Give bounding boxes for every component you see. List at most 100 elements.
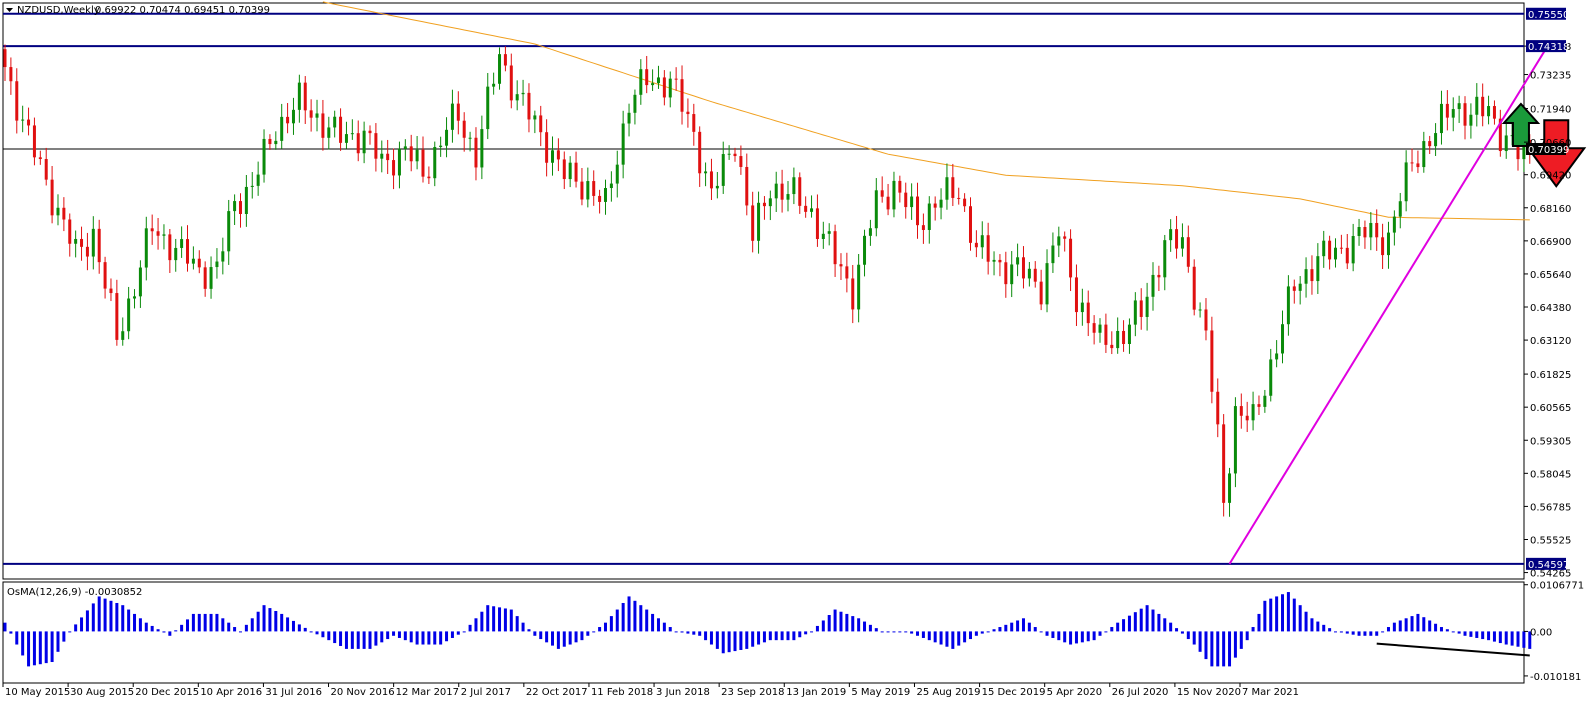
osma-bar	[103, 598, 107, 632]
osma-bar	[762, 631, 766, 643]
osma-bar	[1422, 617, 1426, 632]
candle-body	[562, 159, 566, 180]
candle-body	[227, 211, 231, 252]
candle-body	[203, 267, 207, 289]
osma-bar	[85, 610, 89, 632]
candle-body	[80, 238, 84, 247]
osma-bar	[80, 617, 84, 632]
candle-body	[1439, 103, 1443, 134]
candle-body	[957, 197, 961, 199]
time-axis[interactable]: 10 May 2015 30 Aug 2015 20 Dec 2015 10 Apr …	[2, 683, 1299, 698]
candle-body	[827, 231, 831, 234]
osma-bar	[498, 607, 502, 632]
candle-body	[603, 188, 607, 202]
candle-body	[1469, 114, 1473, 126]
candle-body	[974, 242, 978, 248]
osma-bar	[545, 631, 549, 643]
osma-bar	[1516, 631, 1520, 647]
candle-body	[233, 201, 237, 212]
osma-bar	[568, 631, 572, 645]
candle-body	[103, 262, 107, 289]
osma-bar	[633, 600, 637, 632]
candle-body	[1145, 296, 1149, 317]
osma-bar	[1398, 620, 1402, 632]
osma-bar	[1104, 631, 1108, 633]
osma-bar	[1304, 611, 1308, 632]
osma-bar	[1281, 594, 1285, 632]
osma-bar	[562, 631, 566, 647]
osma-bar	[421, 631, 425, 645]
candle-body	[916, 196, 920, 226]
osma-bar	[751, 631, 755, 647]
osma-bar	[1069, 631, 1073, 645]
osma-bar	[592, 631, 596, 633]
osma-bar	[456, 631, 460, 635]
osma-bar	[97, 596, 101, 632]
candle-body	[904, 192, 908, 208]
osma-bar	[1051, 631, 1055, 638]
candle-body	[1186, 237, 1190, 267]
candle-body	[1463, 103, 1467, 126]
osma-bar	[1445, 629, 1449, 632]
osma-bar	[1216, 631, 1220, 667]
candle-body	[1074, 277, 1078, 313]
candle-body	[21, 119, 25, 121]
osma-bar	[668, 627, 672, 632]
candle-body	[1175, 229, 1179, 249]
candle-body	[1498, 118, 1502, 152]
candle-body	[1422, 141, 1426, 168]
osma-bar	[745, 631, 749, 649]
osma-bar	[91, 603, 95, 632]
candle-body	[1369, 222, 1373, 238]
candle-body	[191, 258, 195, 264]
osma-bar	[1386, 627, 1390, 632]
candle-body	[1222, 424, 1226, 503]
candle-body	[503, 54, 507, 66]
level-price-tag-bg	[1526, 557, 1566, 570]
candle-body	[745, 166, 749, 206]
osma-bar	[686, 631, 690, 634]
osma-bar	[556, 631, 560, 649]
candle-body	[244, 186, 248, 215]
dropdown-triangle-icon[interactable]	[6, 8, 13, 12]
osma-bar	[27, 631, 31, 667]
time-tick-label: 23 Sep 2018	[721, 687, 784, 698]
candle-body	[1016, 257, 1020, 265]
candle-body	[1428, 141, 1432, 147]
candle-body	[9, 67, 13, 82]
divergence-line-layer	[1376, 642, 1530, 657]
osma-bar	[827, 615, 831, 632]
osma-bar	[3, 622, 7, 632]
level-price-tag-bg	[1526, 40, 1566, 53]
osma-bar	[963, 631, 967, 643]
osma-bar	[780, 631, 784, 641]
candle-body	[963, 198, 967, 207]
osma-bar	[315, 631, 319, 635]
osma-bar	[980, 631, 984, 634]
osma-bar	[533, 631, 537, 636]
candle-body	[515, 94, 519, 101]
osma-bar	[1016, 620, 1020, 632]
osma-axis[interactable]: 0.0106771 0.00 -0.010181	[1524, 581, 1584, 683]
osma-bar	[1481, 631, 1485, 640]
osma-bar	[574, 631, 578, 643]
candle-body	[1269, 359, 1273, 396]
candle-body	[1504, 135, 1508, 152]
price-axis[interactable]: 0.743180.732350.719400.706600.694200.681…	[1524, 7, 1571, 580]
candle-body	[1192, 266, 1196, 310]
candle-body	[309, 110, 313, 118]
candle-body	[62, 207, 66, 220]
osma-bar	[998, 627, 1002, 632]
candle-body	[898, 180, 902, 193]
osma-bar	[1369, 631, 1373, 636]
osma-bar	[339, 631, 343, 646]
osma-bar	[768, 631, 772, 641]
candle-body	[833, 231, 837, 265]
time-tick-label: 20 Dec 2015	[135, 687, 199, 698]
osma-bar	[916, 631, 920, 636]
candle-body	[462, 120, 466, 138]
candle-body	[1251, 404, 1255, 421]
price-tick-label: 0.55525	[1530, 535, 1571, 546]
osma-bar	[1021, 618, 1025, 632]
osma-bar	[1469, 631, 1473, 637]
